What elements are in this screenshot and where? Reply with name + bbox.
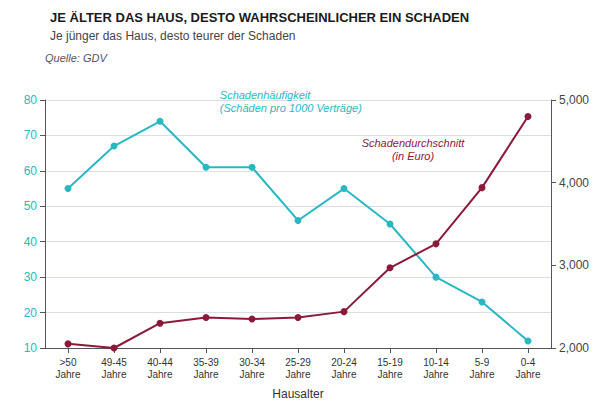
svg-text:Jahre: Jahre (101, 369, 126, 380)
svg-text:60: 60 (24, 164, 38, 178)
svg-text:Jahre: Jahre (423, 369, 448, 380)
svg-text:20-24: 20-24 (331, 357, 357, 368)
svg-text:50: 50 (24, 199, 38, 213)
svg-text:Schadenhäufigkeit: Schadenhäufigkeit (220, 89, 311, 101)
svg-text:Quelle: GDV: Quelle: GDV (45, 52, 108, 64)
svg-text:0-4: 0-4 (521, 357, 536, 368)
svg-text:Hausalter: Hausalter (272, 387, 323, 401)
svg-text:(in Euro): (in Euro) (392, 150, 435, 162)
svg-text:Jahre: Jahre (331, 369, 356, 380)
svg-text:JE ÄLTER DAS HAUS, DESTO WAHRS: JE ÄLTER DAS HAUS, DESTO WAHRSCHEINLICHE… (50, 10, 469, 25)
svg-text:30-34: 30-34 (239, 357, 265, 368)
svg-text:Jahre: Jahre (239, 369, 264, 380)
svg-text:15-19: 15-19 (377, 357, 403, 368)
svg-text:10-14: 10-14 (423, 357, 449, 368)
svg-text:35-39: 35-39 (193, 357, 219, 368)
svg-text:80: 80 (24, 93, 38, 107)
svg-text:4,000: 4,000 (559, 176, 589, 190)
svg-text:5-9: 5-9 (475, 357, 490, 368)
svg-text:Jahre: Jahre (285, 369, 310, 380)
svg-text:30: 30 (24, 270, 38, 284)
svg-text:3,000: 3,000 (559, 258, 589, 272)
svg-text:25-29: 25-29 (285, 357, 311, 368)
svg-text:Jahre: Jahre (377, 369, 402, 380)
svg-text:Jahre: Jahre (469, 369, 494, 380)
svg-text:49-45: 49-45 (101, 357, 127, 368)
svg-text:20: 20 (24, 306, 38, 320)
svg-text:Jahre: Jahre (193, 369, 218, 380)
svg-text:5,000: 5,000 (559, 93, 589, 107)
svg-text:Je jünger das Haus, desto teur: Je jünger das Haus, desto teurer der Sch… (50, 29, 295, 43)
svg-text:Jahre: Jahre (55, 369, 80, 380)
svg-text:10: 10 (24, 341, 38, 355)
svg-text:Schadendurchschnitt: Schadendurchschnitt (362, 137, 466, 149)
svg-text:40-44: 40-44 (147, 357, 173, 368)
svg-text:70: 70 (24, 128, 38, 142)
svg-text:Jahre: Jahre (147, 369, 172, 380)
svg-text:>50: >50 (60, 357, 77, 368)
svg-text:Jahre: Jahre (515, 369, 540, 380)
svg-text:2,000: 2,000 (559, 341, 589, 355)
svg-text:40: 40 (24, 235, 38, 249)
svg-text:(Schäden pro 1000 Verträge): (Schäden pro 1000 Verträge) (220, 102, 362, 114)
